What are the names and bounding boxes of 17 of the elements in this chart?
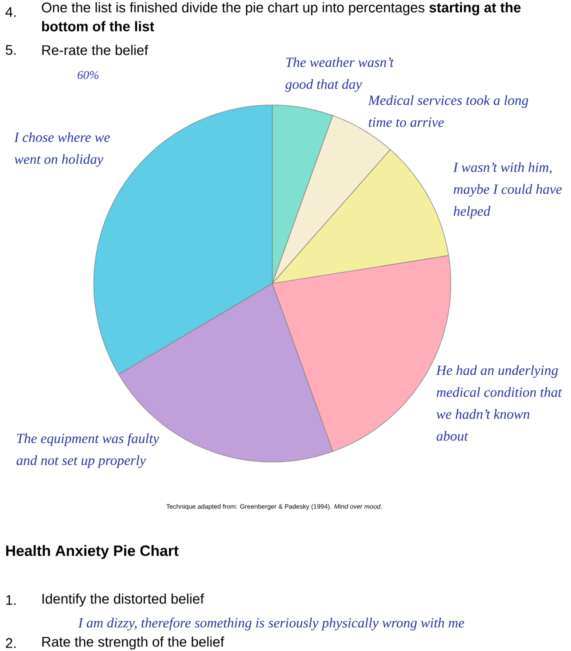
slice-label: The weather wasn’t good that day bbox=[285, 57, 394, 92]
slice-label: I wasn’t with him, maybe I could have helped bbox=[453, 162, 562, 219]
text: Rate the strength of the belief bbox=[42, 636, 224, 650]
text: 2. bbox=[6, 638, 16, 648]
text: Health Anxiety Pie Chart bbox=[6, 545, 179, 559]
text: 4. bbox=[6, 7, 16, 17]
text: Identify the distorted belief bbox=[42, 594, 204, 607]
text: I am dizzy, therefore something is seriously physically wrong with me bbox=[78, 618, 464, 630]
text: 5. bbox=[6, 45, 16, 55]
slice-label: I chose where we went on holiday bbox=[14, 132, 110, 167]
slice-label: He had an underlying medical condition that we hadn’t known about bbox=[436, 365, 562, 441]
text: 1. bbox=[6, 595, 16, 605]
text: One the list is finished divide the pie chart up into percentages starting at the bottom of the list bbox=[42, 2, 521, 32]
slice-label: Medical services took a long time to arrive bbox=[368, 95, 528, 127]
slice-label: The equipment was faulty and not set up properly bbox=[16, 433, 160, 468]
text: 60% bbox=[78, 70, 98, 80]
text: Re-rate the belief bbox=[42, 44, 148, 56]
